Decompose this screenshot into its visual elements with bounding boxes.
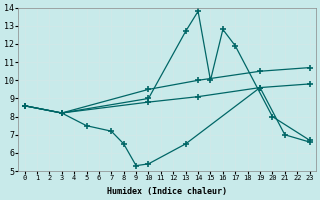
- X-axis label: Humidex (Indice chaleur): Humidex (Indice chaleur): [107, 187, 227, 196]
